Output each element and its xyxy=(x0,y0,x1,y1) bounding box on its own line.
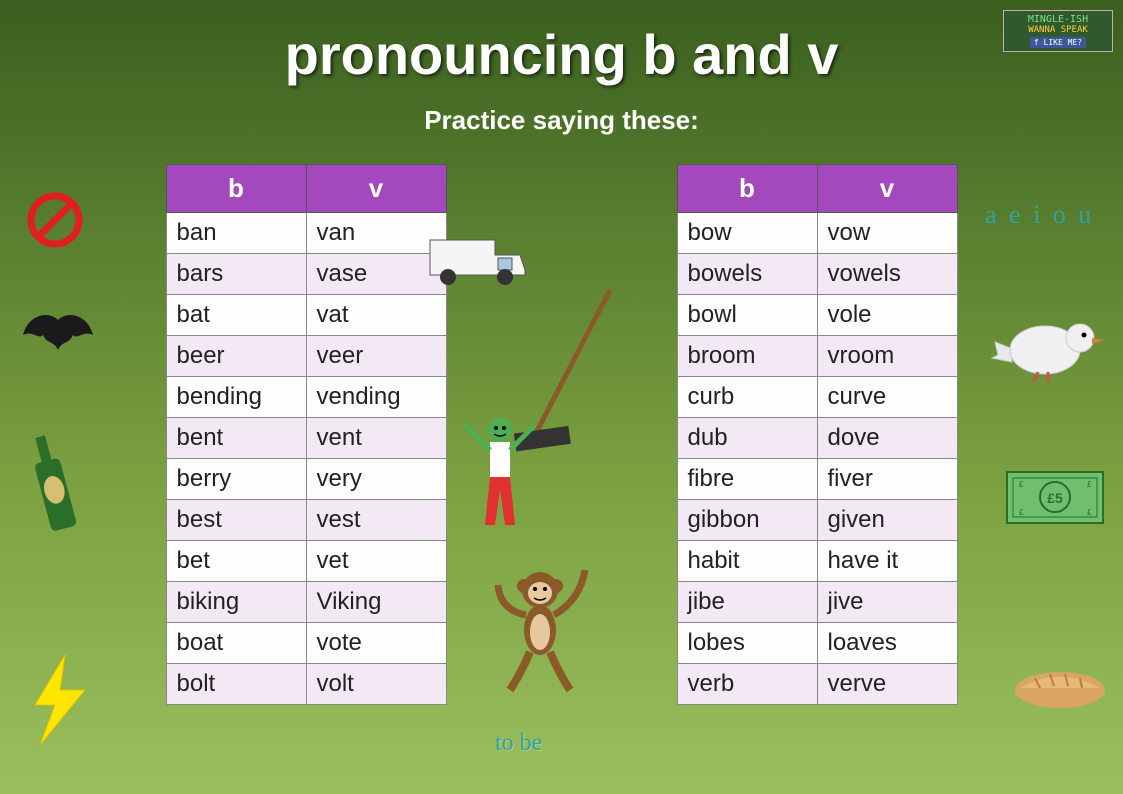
word-v-cell: dove xyxy=(817,418,957,459)
ban-icon xyxy=(25,190,85,250)
word-v-cell: given xyxy=(817,500,957,541)
bat-icon xyxy=(18,310,98,355)
table-row: dubdove xyxy=(677,418,957,459)
table-row: bestvest xyxy=(166,500,446,541)
table-row: broomvroom xyxy=(677,336,957,377)
word-b-cell: habit xyxy=(677,541,817,582)
svg-text:£: £ xyxy=(1087,508,1092,517)
header-v: v xyxy=(817,165,957,213)
word-b-cell: curb xyxy=(677,377,817,418)
monkey-gibbon-icon xyxy=(480,560,600,700)
table-row: banvan xyxy=(166,213,446,254)
word-b-cell: bolt xyxy=(166,664,306,705)
brand-badge: MINGLE-ISH WANNA SPEAK f LIKE ME? xyxy=(1003,10,1113,52)
table-row: lobesloaves xyxy=(677,623,957,664)
fiver-money-icon: £5 £ £ £ £ xyxy=(1005,470,1105,525)
table-row: bikingViking xyxy=(166,582,446,623)
word-b-cell: verb xyxy=(677,664,817,705)
table-row: curbcurve xyxy=(677,377,957,418)
word-b-cell: gibbon xyxy=(677,500,817,541)
word-b-cell: boat xyxy=(166,623,306,664)
word-table-2: b v bowvowbowelsvowelsbowlvolebroomvroom… xyxy=(677,164,958,705)
to-be-text: to be xyxy=(495,730,542,757)
header-v: v xyxy=(306,165,446,213)
word-b-cell: berry xyxy=(166,459,306,500)
table-row: bowelsvowels xyxy=(677,254,957,295)
svg-text:£5: £5 xyxy=(1047,490,1063,506)
word-v-cell: jive xyxy=(817,582,957,623)
header-b: b xyxy=(166,165,306,213)
word-b-cell: bowl xyxy=(677,295,817,336)
word-v-cell: vet xyxy=(306,541,446,582)
table-row: jibejive xyxy=(677,582,957,623)
word-b-cell: biking xyxy=(166,582,306,623)
word-v-cell: vote xyxy=(306,623,446,664)
word-b-cell: lobes xyxy=(677,623,817,664)
word-v-cell: verve xyxy=(817,664,957,705)
vowels-text: a e i o u xyxy=(985,200,1094,230)
beer-bottle-icon xyxy=(28,430,78,540)
table-row: bowvow xyxy=(677,213,957,254)
table-row: verbverve xyxy=(677,664,957,705)
badge-line2: WANNA SPEAK xyxy=(1007,25,1109,35)
word-b-cell: bent xyxy=(166,418,306,459)
table-row: fibrefiver xyxy=(677,459,957,500)
table-row: habithave it xyxy=(677,541,957,582)
word-v-cell: Viking xyxy=(306,582,446,623)
word-table-1: b v banvanbarsvasebatvatbeerveerbendingv… xyxy=(166,164,447,705)
table-row: barsvase xyxy=(166,254,446,295)
word-v-cell: volt xyxy=(306,664,446,705)
word-b-cell: dub xyxy=(677,418,817,459)
word-b-cell: jibe xyxy=(677,582,817,623)
word-v-cell: curve xyxy=(817,377,957,418)
table-row: beerveer xyxy=(166,336,446,377)
table-row: gibbongiven xyxy=(677,500,957,541)
word-v-cell: vat xyxy=(306,295,446,336)
dove-icon xyxy=(990,300,1110,390)
word-b-cell: fibre xyxy=(677,459,817,500)
word-v-cell: vest xyxy=(306,500,446,541)
word-v-cell: very xyxy=(306,459,446,500)
svg-text:£: £ xyxy=(1019,508,1024,517)
table-row: betvet xyxy=(166,541,446,582)
header-b: b xyxy=(677,165,817,213)
table-row: berryvery xyxy=(166,459,446,500)
bolt-icon xyxy=(20,650,100,750)
svg-text:£: £ xyxy=(1087,480,1092,489)
word-v-cell: veer xyxy=(306,336,446,377)
word-v-cell: vent xyxy=(306,418,446,459)
person-bending-icon xyxy=(450,410,550,540)
word-v-cell: vow xyxy=(817,213,957,254)
table-row: bentvent xyxy=(166,418,446,459)
word-b-cell: bet xyxy=(166,541,306,582)
table-row: batvat xyxy=(166,295,446,336)
table-row: bendingvending xyxy=(166,377,446,418)
badge-line1: MINGLE-ISH xyxy=(1007,14,1109,25)
badge-line3: f LIKE ME? xyxy=(1030,37,1086,48)
word-b-cell: broom xyxy=(677,336,817,377)
word-b-cell: bowels xyxy=(677,254,817,295)
word-b-cell: bow xyxy=(677,213,817,254)
page-title: pronouncing b and v xyxy=(0,0,1123,87)
word-b-cell: beer xyxy=(166,336,306,377)
word-b-cell: best xyxy=(166,500,306,541)
word-v-cell: fiver xyxy=(817,459,957,500)
table-row: bowlvole xyxy=(677,295,957,336)
word-v-cell: loaves xyxy=(817,623,957,664)
word-v-cell: vending xyxy=(306,377,446,418)
word-v-cell: have it xyxy=(817,541,957,582)
word-v-cell: vowels xyxy=(817,254,957,295)
word-b-cell: ban xyxy=(166,213,306,254)
table-row: boatvote xyxy=(166,623,446,664)
word-v-cell: vole xyxy=(817,295,957,336)
word-b-cell: bending xyxy=(166,377,306,418)
word-v-cell: vroom xyxy=(817,336,957,377)
svg-text:£: £ xyxy=(1019,480,1024,489)
subtitle: Practice saying these: xyxy=(0,105,1123,136)
table-row: boltvolt xyxy=(166,664,446,705)
word-b-cell: bars xyxy=(166,254,306,295)
word-b-cell: bat xyxy=(166,295,306,336)
bread-loaf-icon xyxy=(1010,660,1110,710)
